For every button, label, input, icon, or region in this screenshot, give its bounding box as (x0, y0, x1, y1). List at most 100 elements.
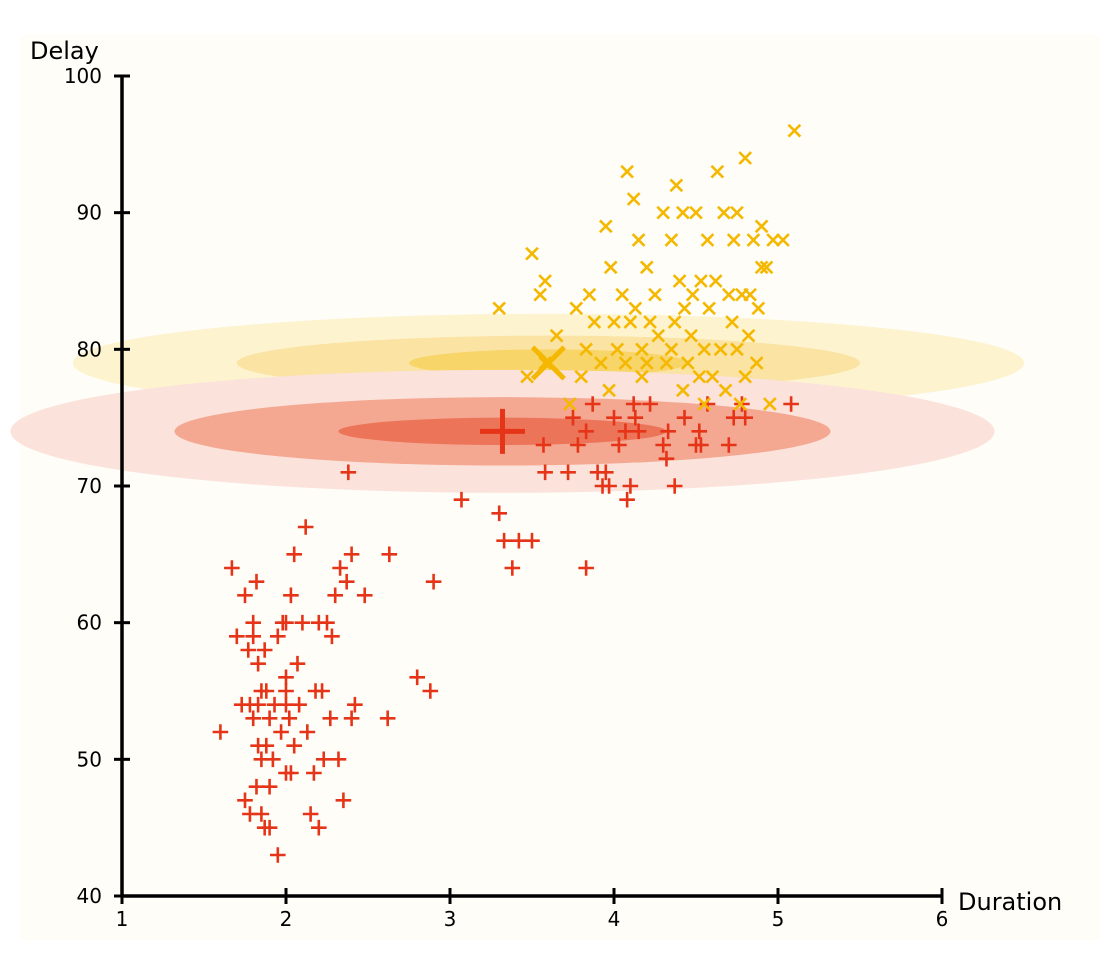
cluster-yellow-point (659, 356, 674, 370)
cluster-yellow-point (635, 369, 649, 384)
cluster-yellow-point (533, 287, 548, 302)
cluster-red-point (297, 519, 314, 535)
cluster-yellow-point (620, 164, 634, 179)
cluster-yellow-point (787, 123, 802, 138)
cluster-red-point (356, 587, 373, 604)
cluster-red-point (322, 710, 339, 727)
cluster-red-point (291, 696, 307, 713)
cluster-yellow-point (751, 301, 766, 316)
cluster-red-point (324, 628, 340, 645)
cluster-yellow-point (697, 342, 712, 357)
cluster-yellow-point (721, 287, 736, 302)
cluster-yellow-point (569, 301, 584, 316)
cluster-yellow-point (730, 342, 744, 357)
cluster-yellow-point (639, 260, 654, 275)
cluster-yellow-point (643, 315, 657, 329)
cluster-red-point (286, 546, 302, 563)
cluster-yellow-point (626, 192, 641, 206)
cluster-red-point (611, 437, 627, 453)
cluster-red-point (691, 423, 708, 440)
cluster-red-point (294, 614, 311, 631)
cluster-yellow-point (754, 219, 769, 234)
cluster-yellow-point (656, 205, 671, 220)
cluster-yellow-point (676, 205, 690, 220)
cluster-red-point (299, 724, 316, 740)
cluster-red-point (655, 437, 671, 453)
cluster-red-point (245, 710, 261, 727)
cluster-yellow-point (579, 342, 593, 357)
y-axis-title: Delay (30, 37, 99, 65)
x-tick-label: 2 (280, 907, 293, 931)
x-tick-label: 4 (608, 907, 621, 931)
cluster-yellow-point (574, 369, 589, 384)
y-tick-label: 90 (77, 201, 102, 225)
cluster-red-point (270, 628, 286, 645)
cluster-yellow-center-marker (530, 345, 566, 381)
cluster-yellow-point (607, 315, 621, 329)
cluster-red-point (570, 437, 586, 453)
y-tick-label: 50 (77, 747, 102, 771)
density-bands (10, 313, 1024, 493)
cluster-yellow-point (669, 178, 684, 193)
cluster-yellow-point (717, 205, 731, 220)
cluster-red-point (338, 573, 355, 590)
x-tick-label: 3 (444, 907, 457, 931)
cluster-red-point (666, 478, 683, 494)
cluster-red-point (721, 437, 737, 453)
cluster-red-point (617, 423, 634, 440)
cluster-red-point (237, 587, 253, 604)
cluster-red-point (302, 806, 319, 822)
cluster-yellow-point (743, 287, 757, 302)
cluster-yellow-point (602, 383, 616, 398)
axis-ticks: 1 2 3 4 5 6 40 50 60 70 80 90 100 (64, 64, 949, 931)
cluster-red-point (537, 464, 553, 481)
x-axis-title: Duration (958, 888, 1062, 916)
cluster-red-point (332, 560, 348, 576)
cluster-yellow-point (603, 260, 618, 275)
cluster-red-point (630, 423, 647, 440)
cluster-red-point (425, 573, 442, 590)
cluster-yellow-point (708, 274, 723, 288)
cluster-yellow-point (667, 315, 682, 329)
cluster-yellow-point (718, 383, 733, 398)
cluster-yellow-point (702, 301, 716, 316)
cluster-yellow-point (705, 369, 720, 384)
cluster-yellow-point (738, 151, 753, 165)
cluster-yellow-point (741, 328, 756, 343)
cluster-red-point (315, 751, 332, 768)
cluster-red-point (319, 614, 335, 631)
cluster-red-point (283, 587, 299, 604)
cluster-yellow-point (692, 369, 707, 384)
y-tick-label: 70 (77, 474, 102, 498)
cluster-yellow-point (635, 342, 649, 357)
cluster-red-point (627, 409, 644, 426)
cluster-red-point (676, 409, 693, 426)
cluster-red-point (422, 683, 439, 699)
cluster-red-point (224, 560, 240, 576)
cluster-red-point (409, 669, 425, 686)
cluster-yellow-point (762, 397, 777, 411)
cluster-yellow-point (700, 233, 715, 247)
cluster-red-point (619, 491, 635, 508)
cluster-red-point (286, 737, 302, 754)
cluster-red-point (270, 847, 286, 863)
cluster-red-point (560, 464, 576, 481)
cluster-red-point (578, 560, 594, 576)
y-tick-label: 40 (77, 884, 102, 908)
cluster-yellow-point (726, 233, 741, 247)
cluster-yellow-point (694, 274, 708, 288)
cluster-red-point (658, 450, 675, 467)
cluster-red-point (622, 478, 639, 494)
cluster-yellow-point (520, 369, 534, 384)
cluster-yellow-point (710, 164, 725, 179)
x-tick-label: 1 (116, 907, 129, 931)
cluster-yellow-point (651, 328, 666, 343)
cluster-red-point (327, 587, 343, 604)
cluster-red-point (578, 423, 594, 440)
cluster-red-point (535, 437, 552, 453)
cluster-red-point (306, 765, 322, 781)
cluster-yellow-point (549, 328, 564, 343)
cluster-red-point (335, 792, 352, 809)
cluster-red-point (245, 628, 261, 645)
